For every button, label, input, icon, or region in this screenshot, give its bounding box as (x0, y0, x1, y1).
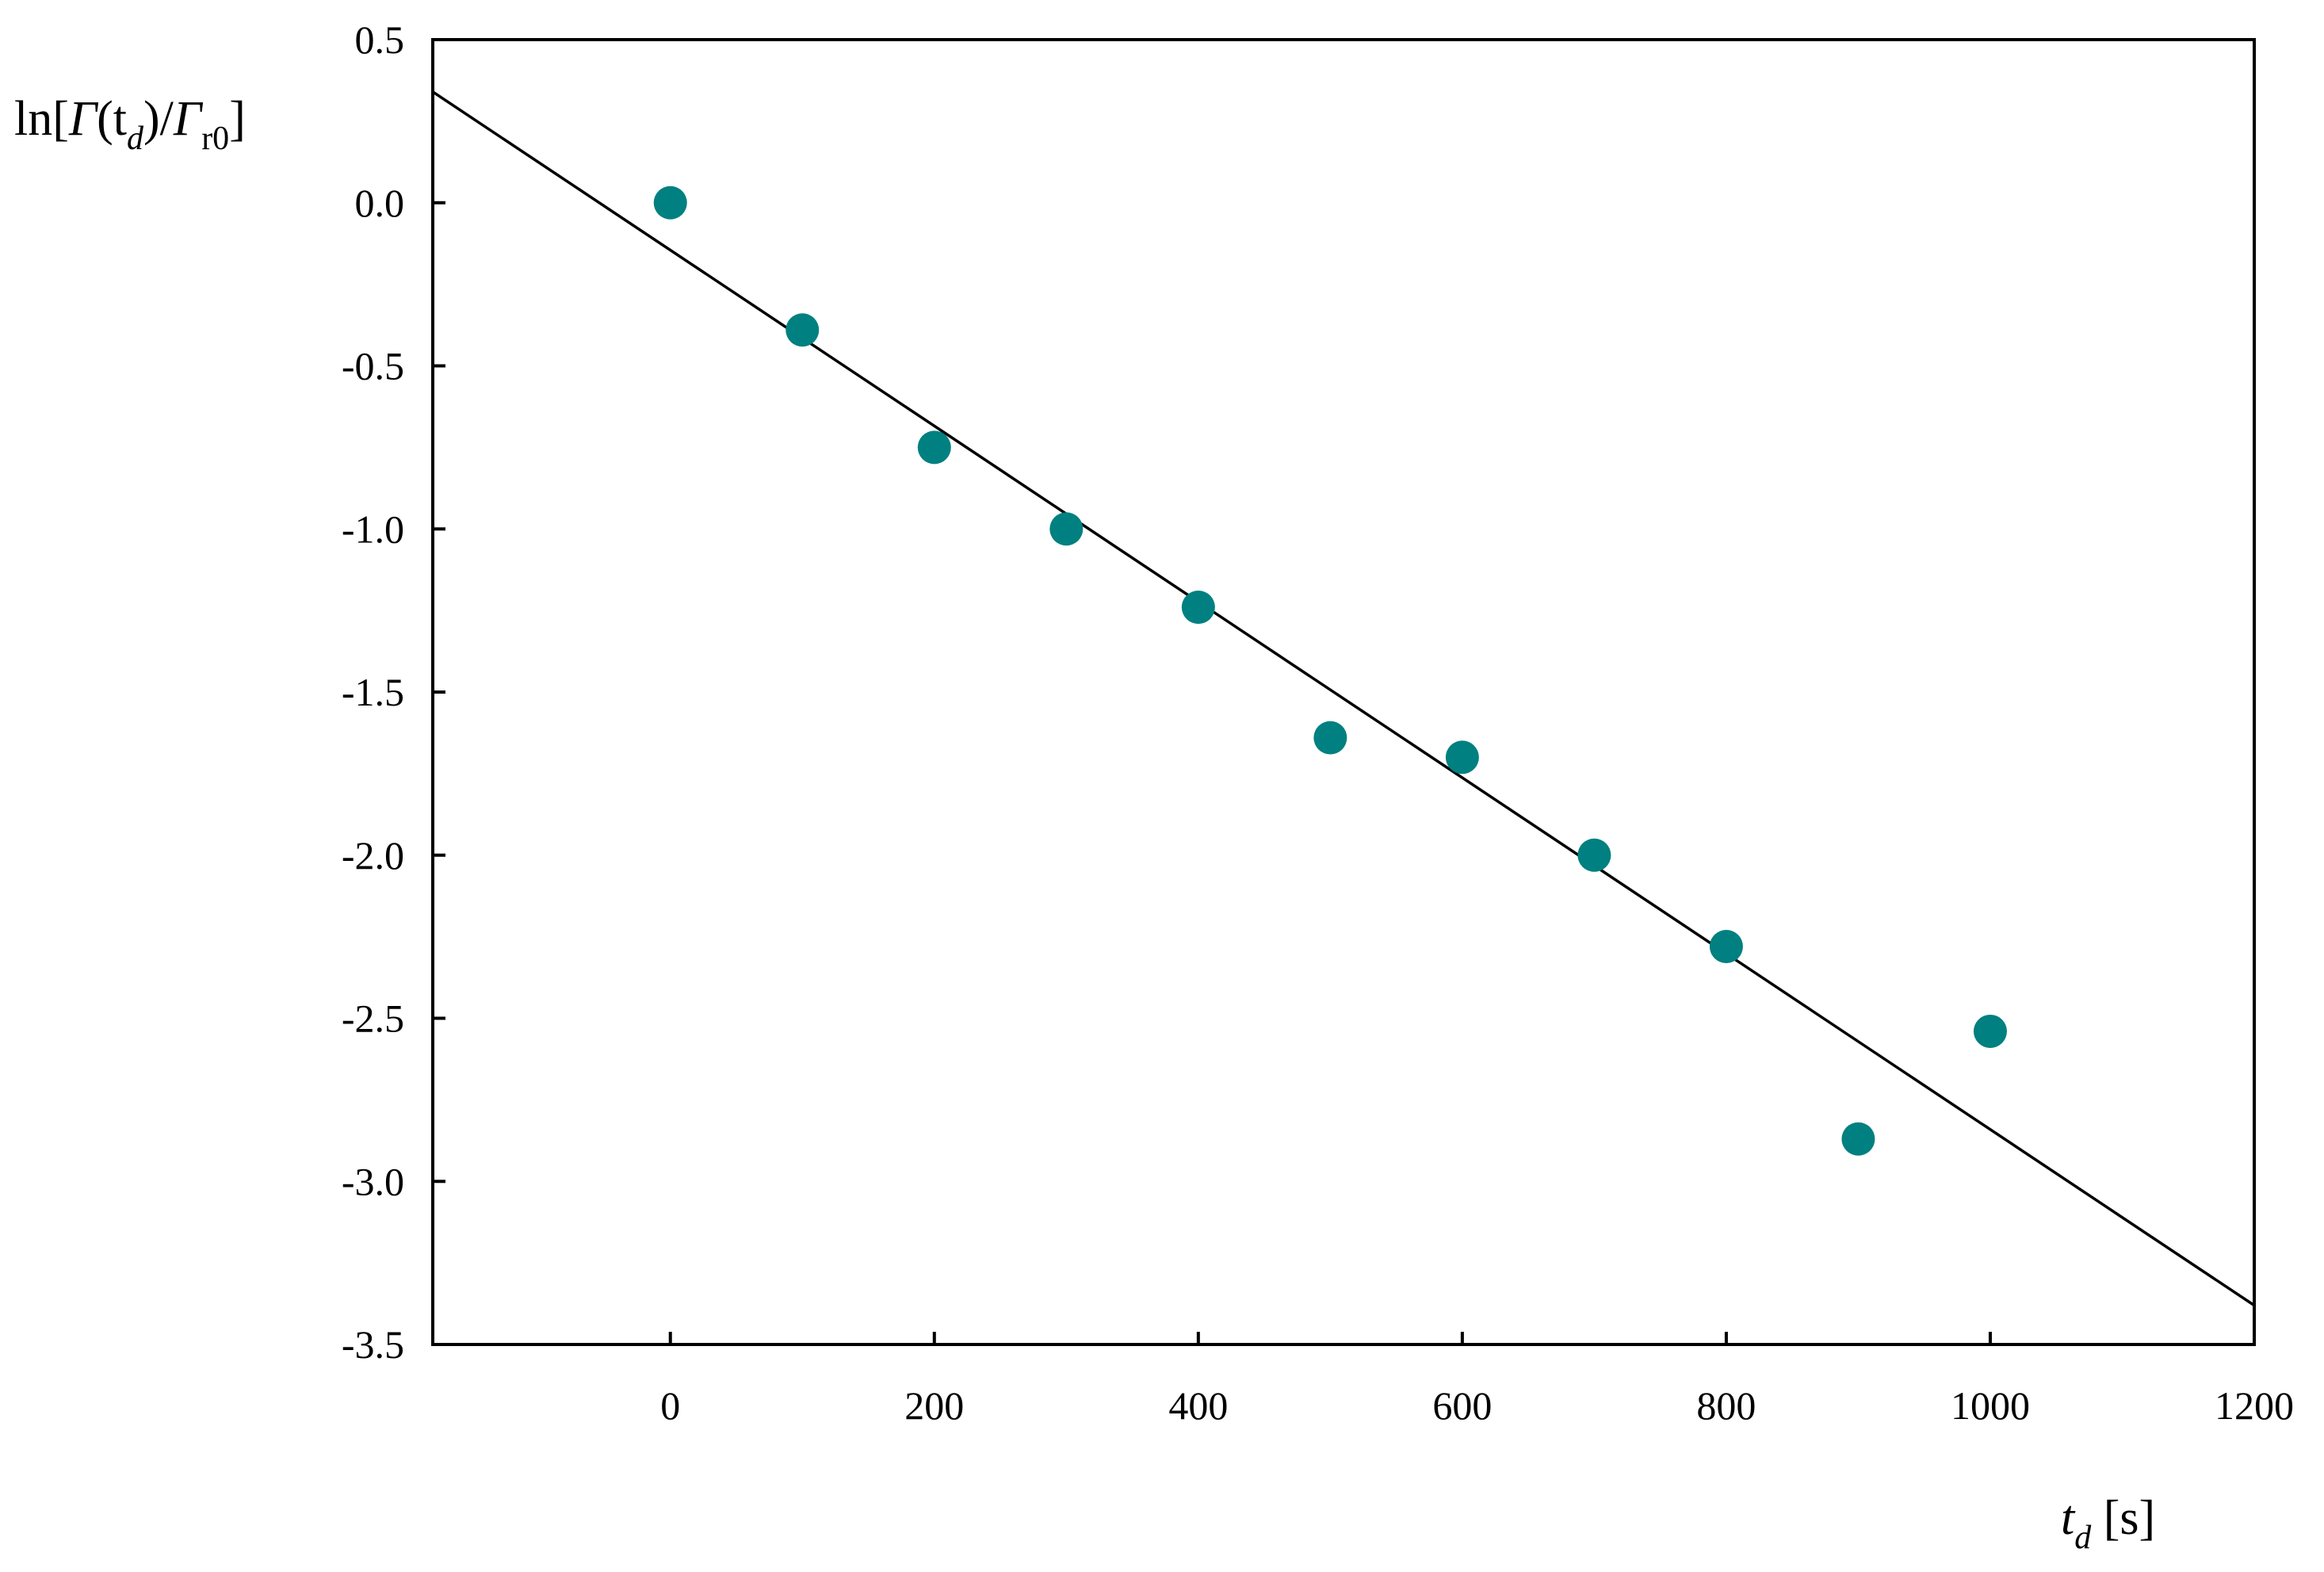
y-tick-label: -1.0 (342, 507, 404, 551)
y-axis-title: ln[Γ(td)/Γr0] (14, 92, 246, 157)
x-title-main: t (2061, 1491, 2076, 1545)
x-tick-label: 800 (1696, 1383, 1756, 1428)
plot-area-frame (431, 38, 2256, 1346)
x-tick-label: 1000 (1951, 1383, 2030, 1428)
data-points (653, 186, 2007, 1156)
x-axis-title: td [s] (2061, 1491, 2155, 1556)
y-title-prefix: ln[ (14, 92, 69, 146)
y-tick-label: -2.0 (342, 833, 404, 878)
x-tick-label: 1200 (2215, 1383, 2294, 1428)
y-tick-label: -3.0 (342, 1159, 404, 1203)
y-tick-label: 0.0 (355, 181, 405, 225)
x-axis-ticks: 0 200 400 600 800 1000 1200 (660, 1332, 2294, 1428)
y-axis-ticks: 0.5 0.0 -0.5 -1.0 -1.5 -2.0 -2.5 -3.0 -3.5 (342, 17, 445, 1367)
x-tick-label: 0 (660, 1383, 680, 1428)
y-title-sub-1: d (127, 120, 144, 157)
x-tick-label: 400 (1168, 1383, 1228, 1428)
data-point (1049, 512, 1084, 546)
x-tick-label: 600 (1432, 1383, 1492, 1428)
y-title-sub-2: r0 (201, 120, 229, 157)
y-title-close: )/ (143, 92, 174, 146)
x-title-sub: d (2074, 1520, 2092, 1556)
data-point (1445, 740, 1479, 775)
x-title-unit: [s] (2091, 1491, 2155, 1545)
data-point (1181, 591, 1215, 625)
y-tick-label: -0.5 (342, 344, 404, 388)
data-point (1973, 1014, 2007, 1048)
fit-line (432, 90, 2255, 1307)
y-tick-label: -1.5 (342, 670, 404, 714)
data-point (653, 186, 687, 220)
data-point (917, 430, 951, 465)
y-title-gamma-1: Γ (68, 92, 99, 146)
x-tick-label: 200 (904, 1383, 964, 1428)
fit-line-group (432, 90, 2255, 1307)
y-title-open: (t (97, 92, 127, 146)
y-title-gamma-2: Γ (173, 92, 204, 146)
data-point (1709, 929, 1743, 963)
y-tick-label: -2.5 (342, 996, 404, 1041)
y-title-suffix: ] (229, 92, 246, 146)
y-tick-label: -3.5 (342, 1322, 404, 1367)
data-point (1841, 1122, 1875, 1156)
y-tick-label: 0.5 (355, 17, 405, 62)
data-point (1313, 721, 1347, 755)
data-point (785, 313, 820, 347)
data-point (1577, 838, 1611, 872)
